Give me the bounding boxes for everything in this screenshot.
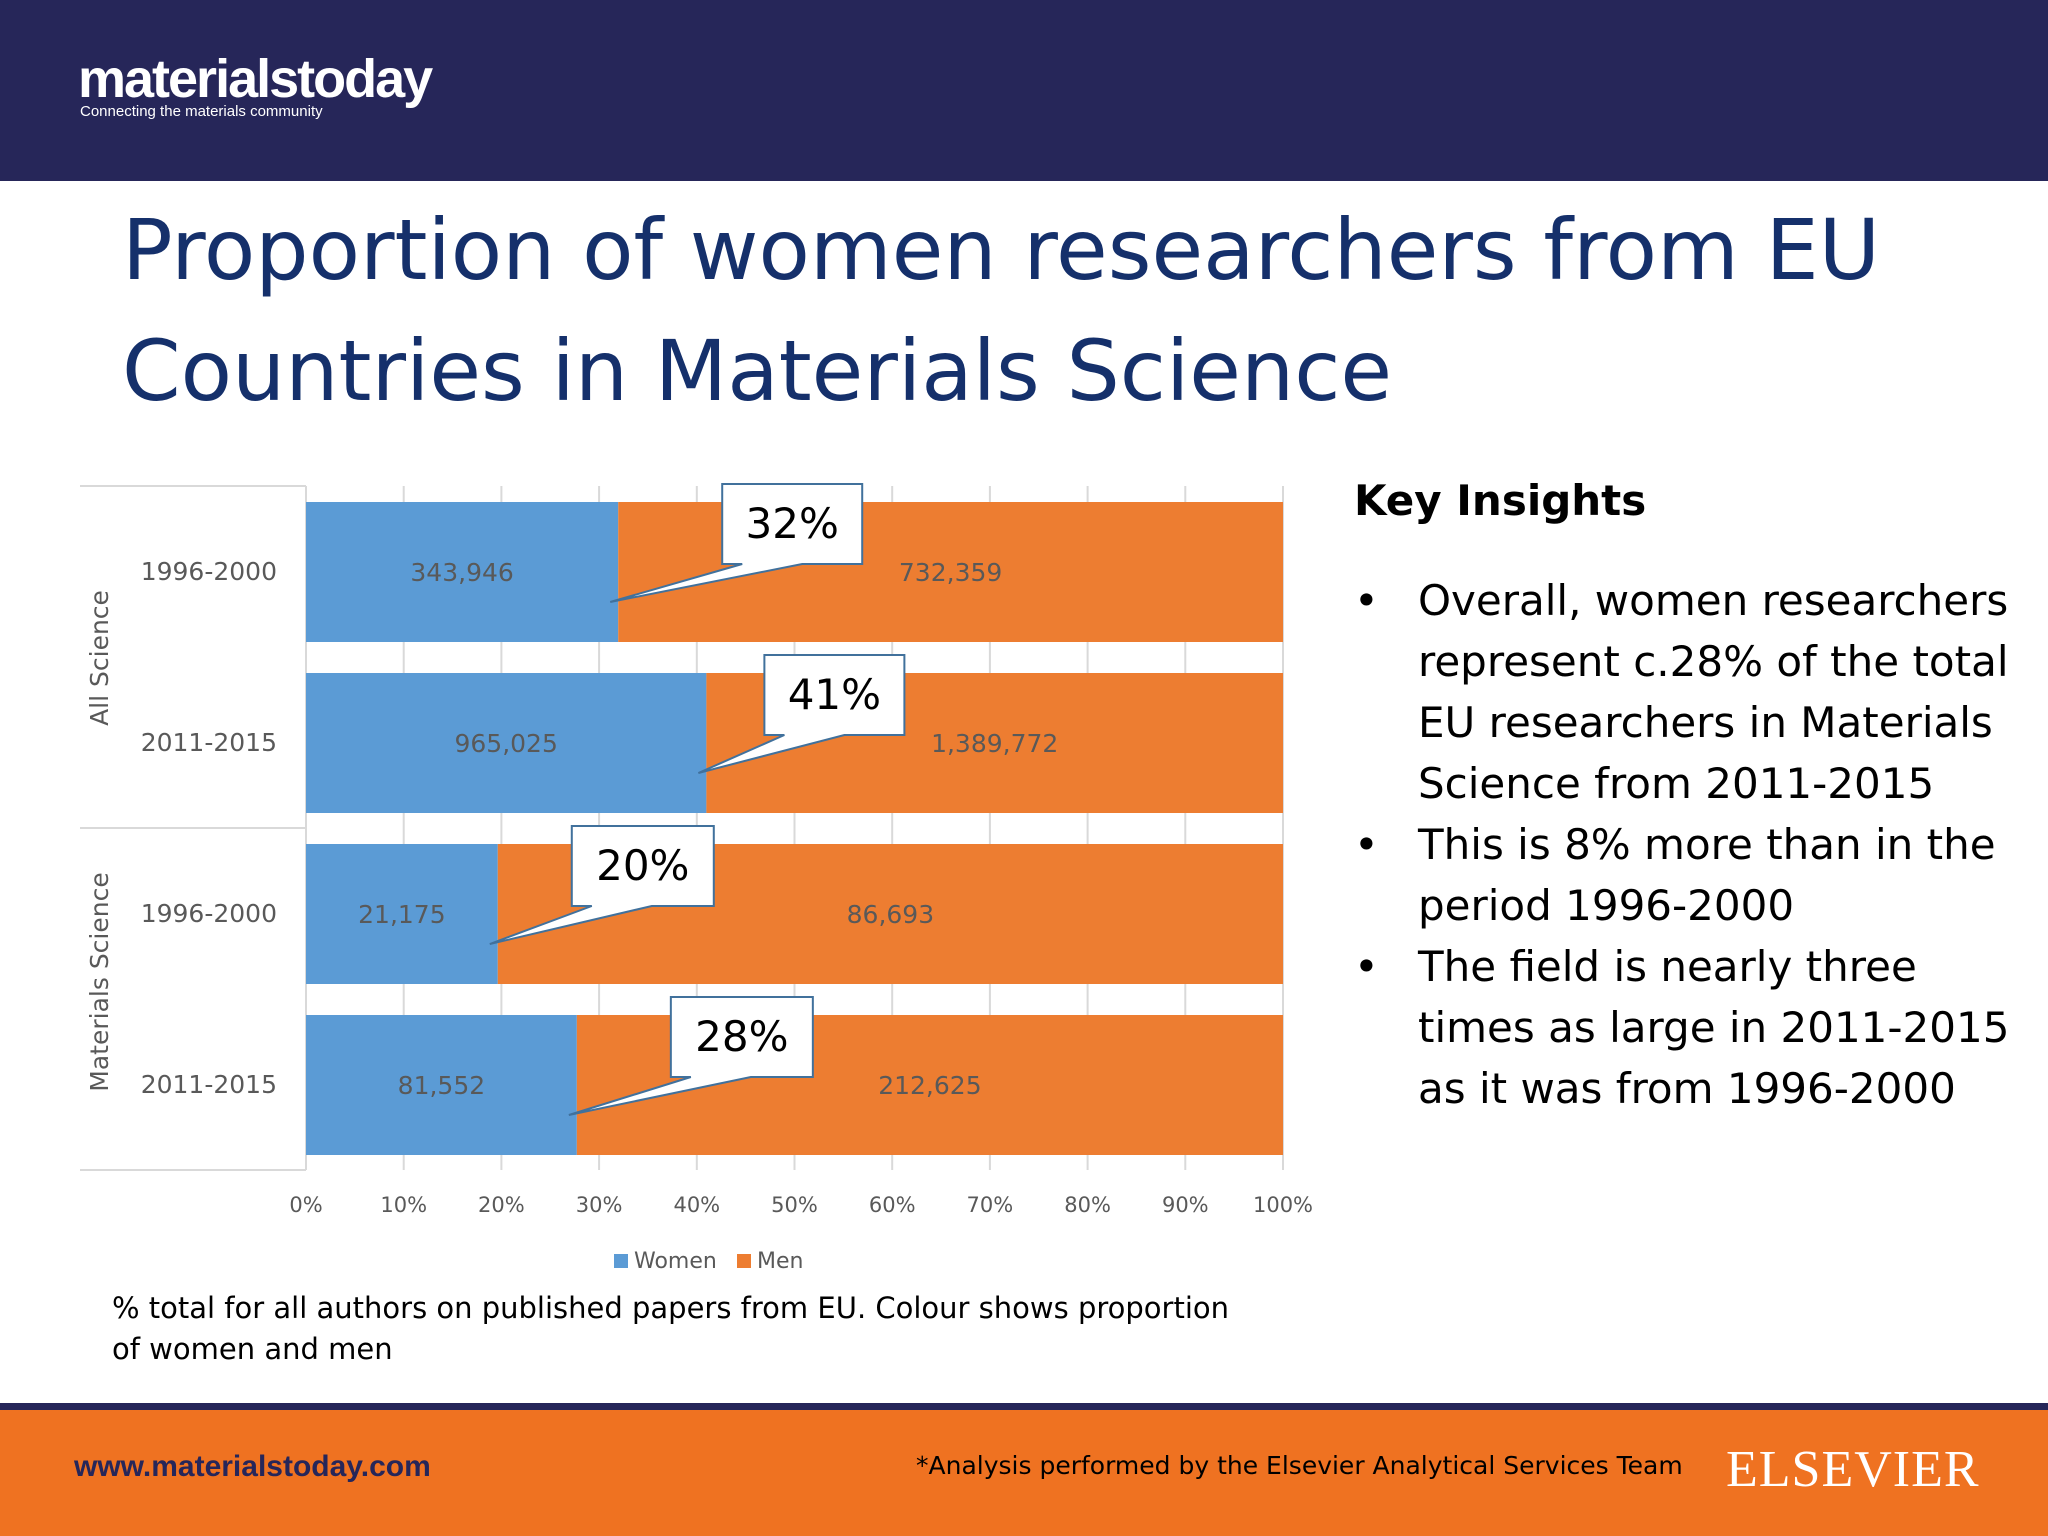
group-label: Materials Science	[85, 872, 114, 1091]
elsevier-logo[interactable]: ELSEVIER	[1726, 1441, 1980, 1498]
category-label: 1996-2000	[141, 557, 277, 586]
bar-women	[306, 673, 707, 813]
chart-svg: 343,946 732,359 1996-2000 32% 965,025 1,389,7…	[80, 483, 1313, 1274]
group-label: All Science	[85, 590, 114, 726]
x-tick-label: 60%	[869, 1193, 916, 1217]
insight-text: The field is nearly three times as large…	[1418, 942, 2010, 1113]
x-tick-label: 20%	[478, 1193, 525, 1217]
key-insights-list: • Overall, women researchers represent c.…	[1354, 570, 2014, 1119]
bar-women	[306, 844, 498, 984]
legend-label-men: Men	[757, 1249, 803, 1274]
data-label-men: 732,359	[899, 558, 1002, 587]
data-label-women: 81,552	[398, 1071, 485, 1100]
header-bar: materialstoday Connecting the materials …	[0, 0, 2048, 181]
x-tick-label: 0%	[289, 1193, 322, 1217]
callout-percent: 28%	[695, 1012, 788, 1061]
category-label: 1996-2000	[141, 899, 277, 928]
chart-caption: % total for all authors on published pap…	[112, 1291, 1230, 1366]
data-label-women: 965,025	[454, 729, 557, 758]
x-tick-label: 80%	[1064, 1193, 1111, 1217]
insight-item: • Overall, women researchers represent c.…	[1354, 570, 2014, 814]
logo-tagline: Connecting the materials community	[80, 103, 323, 120]
callout-box	[489, 825, 715, 945]
callout-percent: 20%	[596, 841, 689, 890]
insight-item: • This is 8% more than in the period 1996…	[1354, 814, 2014, 936]
data-label-men: 86,693	[847, 900, 934, 929]
callout-box	[609, 483, 864, 603]
data-label-men: 212,625	[878, 1071, 981, 1100]
legend-swatch-women	[614, 1254, 628, 1268]
footer-bar	[0, 1410, 2048, 1536]
legend-swatch-men	[737, 1254, 751, 1268]
data-label-women: 21,175	[358, 900, 445, 929]
footer-analysis-note: *Analysis performed by the Elsevier Anal…	[916, 1451, 1683, 1480]
callout-percent: 41%	[788, 670, 881, 719]
data-label-women: 343,946	[410, 558, 513, 587]
insight-text: Overall, women researchers represent c.2…	[1418, 576, 2009, 808]
category-label: 2011-2015	[141, 1070, 277, 1099]
stacked-bar-chart: 343,946 732,359 1996-2000 32% 965,025 1,389,7…	[0, 470, 1340, 1290]
x-tick-label: 30%	[576, 1193, 623, 1217]
bar-women	[306, 502, 619, 642]
x-tick-label: 100%	[1253, 1193, 1313, 1217]
x-tick-label: 10%	[380, 1193, 427, 1217]
callout-box	[697, 654, 906, 774]
bullet-icon: •	[1354, 820, 1379, 869]
callout-percent: 32%	[746, 499, 839, 548]
key-insights-heading: Key Insights	[1354, 476, 1647, 525]
callout-box	[568, 996, 814, 1116]
legend-label-women: Women	[634, 1249, 717, 1274]
x-tick-label: 70%	[967, 1193, 1014, 1217]
insight-item: • The field is nearly three times as larg…	[1354, 936, 2014, 1119]
insight-text: This is 8% more than in the period 1996-…	[1418, 820, 1996, 930]
footer-divider	[0, 1403, 2048, 1410]
x-tick-label: 90%	[1162, 1193, 1209, 1217]
materialstoday-logo[interactable]: materialstoday	[78, 49, 433, 109]
x-tick-label: 40%	[673, 1193, 720, 1217]
footer-website-link[interactable]: www.materialstoday.com	[74, 1450, 431, 1483]
bullet-icon: •	[1354, 576, 1379, 625]
data-label-men: 1,389,772	[931, 729, 1058, 758]
bar-women	[306, 1015, 577, 1155]
bullet-icon: •	[1354, 942, 1379, 991]
x-tick-label: 50%	[771, 1193, 818, 1217]
category-label: 2011-2015	[141, 728, 277, 757]
slide-title: Proportion of women researchers from EU …	[122, 201, 1881, 420]
